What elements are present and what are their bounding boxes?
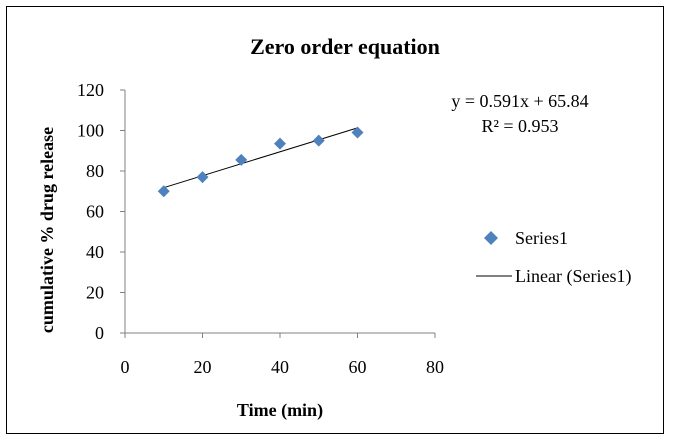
chart-title: Zero order equation <box>250 34 440 59</box>
y-tick-label: 120 <box>77 80 104 100</box>
data-point <box>196 171 209 184</box>
r-squared-label: R² = 0.953 <box>481 116 558 136</box>
legend-trendline-label: Linear (Series1) <box>515 266 631 287</box>
x-tick-label: 0 <box>121 357 130 377</box>
trendline-group <box>163 127 358 189</box>
x-tick-label: 60 <box>349 357 367 377</box>
data-point <box>274 137 286 150</box>
y-tick-label: 0 <box>95 323 104 343</box>
legend-series1-label: Series1 <box>515 228 568 248</box>
y-tick-label: 100 <box>77 121 104 141</box>
y-axis-label: cumulative % drug release <box>37 127 57 333</box>
y-tick-label: 20 <box>86 283 104 303</box>
y-tick-label: 80 <box>86 161 104 181</box>
data-point <box>235 153 248 166</box>
y-tick-label: 60 <box>86 202 104 222</box>
data-point <box>351 126 364 139</box>
x-tick-label: 20 <box>194 357 212 377</box>
chart-frame <box>6 6 664 434</box>
x-axis-label: Time (min) <box>237 400 323 421</box>
x-tick-label: 40 <box>271 357 289 377</box>
legend-series1-marker <box>484 231 498 245</box>
data-point <box>312 134 325 147</box>
legend: Series1 Linear (Series1) <box>476 228 631 287</box>
data-points <box>157 126 364 198</box>
x-tick-labels: 0 20 40 60 80 <box>121 357 445 377</box>
y-tick-labels: 0 20 40 60 80 100 120 <box>77 80 104 343</box>
trendline <box>163 127 358 189</box>
trendline-equation: y = 0.591x + 65.84 <box>451 91 588 111</box>
y-tick-label: 40 <box>86 242 104 262</box>
x-tick-label: 80 <box>426 357 444 377</box>
data-point <box>157 185 170 198</box>
axes <box>120 89 436 338</box>
